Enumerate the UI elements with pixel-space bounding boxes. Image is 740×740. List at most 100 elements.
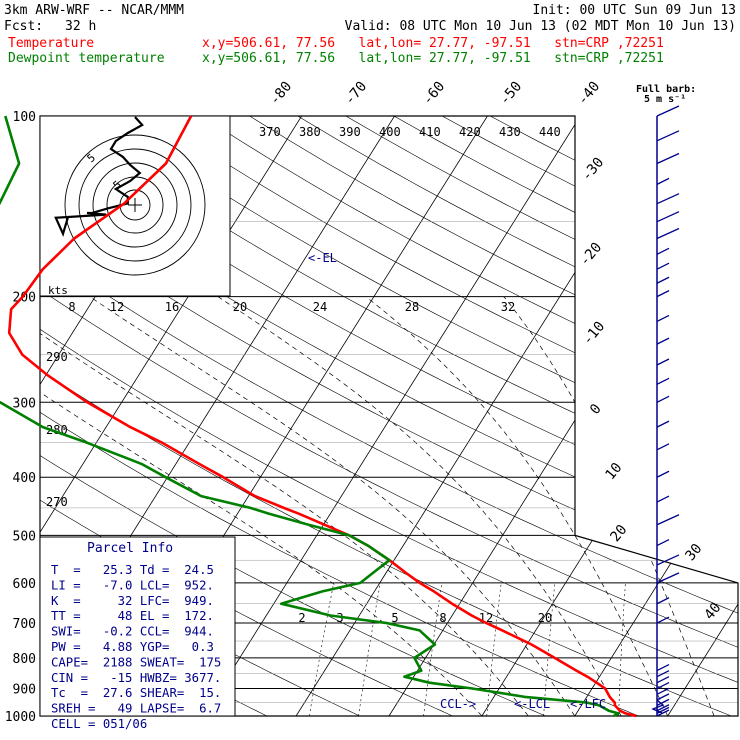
temp-axis-label: 16 xyxy=(165,300,179,314)
wind-barb xyxy=(656,597,670,605)
mixing-ratio-line xyxy=(358,582,381,716)
parcel-info-row: SREH = 49 LAPSE= 6.7 xyxy=(51,702,221,716)
isotherm-label: -30 xyxy=(579,155,608,185)
wind-barb xyxy=(656,539,670,547)
wind-barb xyxy=(656,693,670,701)
location-temperature: x,y=506.61, 77.56 lat,lon= 27.77, -97.51… xyxy=(202,36,664,51)
wind-barb-cluster xyxy=(651,699,665,714)
parcel-info-row: LI = -7.0 LCL= 952. xyxy=(51,578,214,592)
isotherm-label: 10 xyxy=(602,460,625,483)
temp-axis-label: 28 xyxy=(405,300,419,314)
isotherm-label: -40 xyxy=(575,79,604,109)
temp-axis-label: 20 xyxy=(233,300,247,314)
parcel-info-title: Parcel Info xyxy=(87,541,173,556)
theta-label: 380 xyxy=(299,125,321,139)
pressure-label: 800 xyxy=(13,652,36,667)
theta-label: 410 xyxy=(419,125,441,139)
pressure-label: 700 xyxy=(13,617,36,632)
hodograph-ring xyxy=(78,148,192,262)
wind-legend-1: Full barb: xyxy=(636,84,697,95)
pressure-label: 1000 xyxy=(5,710,36,725)
dry-adiabat xyxy=(201,116,738,716)
wind-barb xyxy=(656,698,670,706)
isotherm xyxy=(481,116,738,716)
parcel-info-row: CIN = -15 HWBZ= 3677. xyxy=(51,671,221,685)
wind-barb xyxy=(656,358,670,366)
parcel-info-row: K = 32 LFC= 949. xyxy=(51,594,214,608)
wind-barb xyxy=(656,514,680,526)
wind-barb xyxy=(656,704,670,712)
pressure-label: 900 xyxy=(13,683,36,698)
parcel-info-row: SWI= -0.2 CCL= 944. xyxy=(51,625,214,639)
wind-barb xyxy=(656,152,680,165)
pressure-label: 600 xyxy=(13,577,36,592)
wind-barb xyxy=(656,276,670,284)
forecast-hour: 32 h xyxy=(65,19,97,34)
pressure-label: 300 xyxy=(13,396,36,411)
wind-barb xyxy=(656,105,680,117)
wind-barb xyxy=(656,227,680,240)
isotherm-label: -60 xyxy=(420,79,449,109)
wind-barb xyxy=(656,247,670,255)
pressure-label: 400 xyxy=(13,471,36,486)
mixing-ratio-line xyxy=(486,582,502,716)
pressure-label: 100 xyxy=(13,110,36,125)
temp-axis-label: 8 xyxy=(68,300,75,314)
wind-barb xyxy=(656,572,680,584)
hodograph-units: kts xyxy=(48,284,68,297)
hodograph-ring xyxy=(92,162,178,248)
isotherm xyxy=(574,116,738,716)
isotherm-label: -10 xyxy=(580,319,609,349)
wind-barb xyxy=(656,130,680,142)
temp-axis-label: 12 xyxy=(110,300,124,314)
isotherm-label: 0 xyxy=(587,401,605,418)
theta-label: 400 xyxy=(379,125,401,139)
mixing-ratio-label: 20 xyxy=(538,611,552,625)
wind-barb xyxy=(656,377,670,385)
sounding-traces: <-EL CCL-> <-LCL <-LFC xyxy=(0,115,637,718)
init-time: Init: 00 UTC Sun 09 Jun 13 xyxy=(532,3,737,18)
valid-time: Valid: 08 UTC Mon 10 Jun 13 (02 MDT Mon … xyxy=(344,19,736,34)
wind-barb xyxy=(656,670,670,678)
wind-barb xyxy=(656,663,670,672)
temp-axis-label: 24 xyxy=(313,300,327,314)
wind-barb xyxy=(656,443,670,451)
theta-label: 440 xyxy=(539,125,561,139)
parcel-info-row: TT = 48 EL = 172. xyxy=(51,609,214,623)
wind-barb xyxy=(656,676,670,684)
dry-adiabat xyxy=(297,116,738,716)
wind-barb xyxy=(656,420,670,428)
level-annotation: <-LFC xyxy=(570,697,606,711)
theta-label: 370 xyxy=(259,125,281,139)
wind-barb xyxy=(656,470,670,478)
theta-label: 430 xyxy=(499,125,521,139)
wind-barb xyxy=(656,616,670,624)
parcel-info-row: CAPE= 2188 SWEAT= 175 xyxy=(51,655,221,669)
theta-label: 290 xyxy=(46,350,68,364)
legend-temperature: Temperature xyxy=(8,36,95,51)
mixing-ratio-label: 8 xyxy=(439,611,446,625)
isotherm-label: -20 xyxy=(577,240,606,270)
parcel-info-row: T = 25.3 Td = 24.5 xyxy=(51,563,214,577)
dewpoint-trace xyxy=(0,115,620,718)
wind-barb xyxy=(656,687,670,695)
isotherm xyxy=(667,116,738,716)
wind-barb xyxy=(656,262,670,270)
wind-barb xyxy=(656,709,670,717)
moist-adiabat xyxy=(365,296,669,716)
level-annotation: <-EL xyxy=(308,251,337,265)
isotherm xyxy=(202,116,581,716)
parcel-info-row: CELL = 051/06 xyxy=(51,717,147,731)
isotherm xyxy=(295,116,674,716)
dry-adiabat xyxy=(490,116,738,716)
moist-adiabat xyxy=(503,296,715,716)
isotherm xyxy=(388,116,738,716)
theta-label: 390 xyxy=(339,125,361,139)
wind-barb xyxy=(656,211,680,223)
wind-barbs xyxy=(651,105,680,717)
hodograph-ring xyxy=(64,134,206,276)
isotherm-label: -70 xyxy=(342,79,371,109)
